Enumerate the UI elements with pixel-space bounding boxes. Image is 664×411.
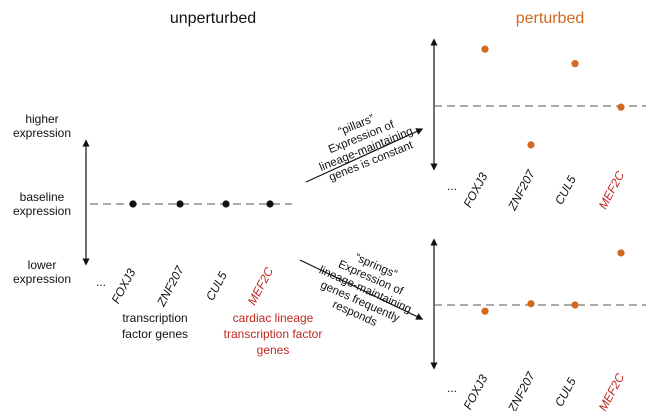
gene-label-perturbed-pillars-znf207: ZNF207 bbox=[505, 167, 539, 214]
gene-label-perturbed-pillars-cul5: CUL5 bbox=[552, 173, 579, 207]
gene-label-unperturbed-foxj3: FOXJ3 bbox=[109, 266, 139, 306]
pillars-transition-arrow bbox=[305, 128, 424, 183]
expression-dot-unperturbed-mef2c bbox=[266, 200, 274, 208]
expression-dot-perturbed-springs-foxj3 bbox=[481, 307, 489, 315]
baseline-expression-label: baseline expression bbox=[12, 190, 72, 218]
perturbed-title: perturbed bbox=[515, 10, 585, 27]
gene-label-unperturbed-znf207: ZNF207 bbox=[154, 263, 188, 310]
gene-label-perturbed-springs-cul5: CUL5 bbox=[552, 375, 579, 409]
expression-dot-unperturbed-cul5 bbox=[222, 200, 230, 208]
gene-label-unperturbed-mef2c: MEF2C bbox=[245, 265, 277, 308]
expression-dot-perturbed-pillars-mef2c bbox=[617, 103, 625, 111]
expression-dot-perturbed-pillars-foxj3 bbox=[481, 45, 489, 53]
expression-dot-unperturbed-znf207 bbox=[176, 200, 184, 208]
expression-dot-perturbed-springs-mef2c bbox=[617, 249, 625, 257]
springs-transition-arrow bbox=[299, 259, 424, 320]
expression-dot-perturbed-pillars-znf207 bbox=[527, 141, 535, 149]
transcription-factor-genes-caption: transcription factor genes bbox=[121, 311, 189, 341]
ellipsis-label-perturbed-pillars: ... bbox=[447, 179, 457, 193]
gene-label-perturbed-springs-mef2c: MEF2C bbox=[596, 371, 628, 411]
unperturbed-title: unperturbed bbox=[169, 10, 257, 27]
ellipsis-label-perturbed-springs: ... bbox=[447, 381, 457, 395]
lower-expression-label: lower expression bbox=[12, 258, 72, 286]
expression-dot-perturbed-pillars-cul5 bbox=[571, 60, 579, 68]
expression-dot-perturbed-springs-cul5 bbox=[571, 301, 579, 309]
gene-label-unperturbed-cul5: CUL5 bbox=[203, 269, 230, 303]
gene-label-perturbed-springs-znf207: ZNF207 bbox=[505, 369, 539, 411]
ellipsis-label-unperturbed: ... bbox=[96, 275, 106, 289]
gene-expression-marks bbox=[129, 45, 625, 315]
cardiac-lineage-genes-caption: cardiac lineage transcription factor genes bbox=[223, 311, 323, 357]
expression-dot-unperturbed-foxj3 bbox=[129, 200, 137, 208]
gene-label-perturbed-pillars-foxj3: FOXJ3 bbox=[461, 170, 491, 210]
expression-dot-perturbed-springs-znf207 bbox=[527, 300, 535, 308]
higher-expression-label: higher expression bbox=[12, 112, 72, 140]
gene-label-perturbed-pillars-mef2c: MEF2C bbox=[596, 169, 628, 212]
gene-label-perturbed-springs-foxj3: FOXJ3 bbox=[461, 372, 491, 411]
